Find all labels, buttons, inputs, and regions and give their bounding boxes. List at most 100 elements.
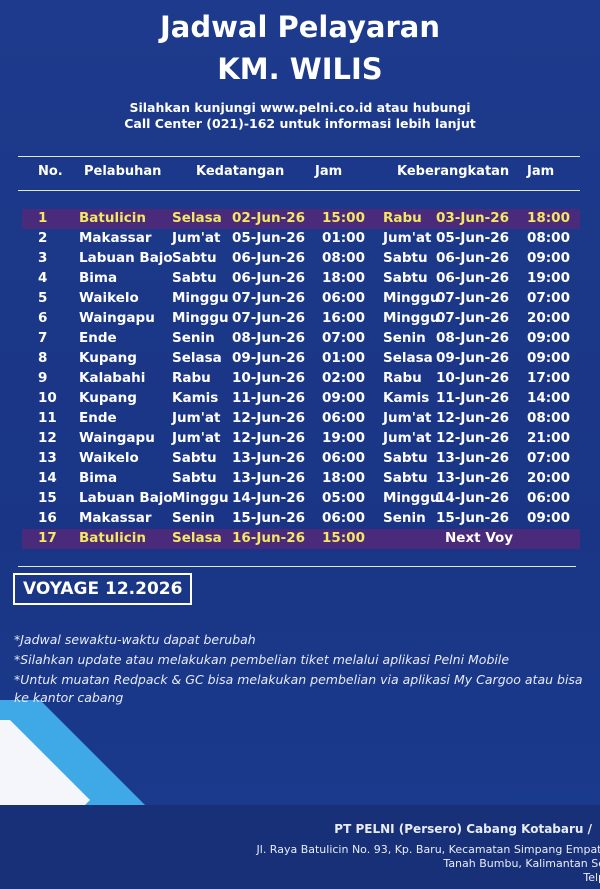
cell: 14-Jun-26 [436,490,510,506]
row-highlight [22,209,580,229]
cell: 8 [38,350,48,366]
cell: 07:00 [322,330,365,346]
cell: 7 [38,330,48,346]
cell: 1 [38,210,48,226]
column-header: Kedatangan [196,164,285,179]
rule [18,566,576,567]
cell: 08:00 [527,410,570,426]
cell: Selasa [172,530,222,546]
cell: Senin [383,330,426,346]
cell: 09:00 [527,250,570,266]
cell: 06:00 [322,410,365,426]
cell: 09-Jun-26 [232,350,306,366]
cell: 18:00 [322,470,365,486]
cell: Labuan Bajo [79,250,173,266]
cell: Rabu [383,370,422,386]
cell: Kamis [172,390,219,406]
cell: 05-Jun-26 [436,230,510,246]
cell: Minggu [172,310,229,326]
title: Jadwal Pelayaran [159,10,441,44]
cell: 12-Jun-26 [232,410,306,426]
cell: 07-Jun-26 [232,290,306,306]
column-header: Jam [527,164,555,179]
cell: Next Voy [445,530,514,546]
cell: 12 [38,430,57,446]
cell: 12-Jun-26 [232,430,306,446]
footer-line: Jl. Raya Batulicin No. 93, Kp. Baru, Kec… [256,843,600,856]
cell: 11 [38,410,57,426]
cell: 14-Jun-26 [232,490,306,506]
cell: Waikelo [79,290,139,306]
cell: Senin [172,330,215,346]
cell: Sabtu [383,270,428,286]
cell: Minggu [172,490,229,506]
cell: 14 [38,470,57,486]
cell: 10-Jun-26 [436,370,510,386]
cell: 9 [38,370,48,386]
cell: Makassar [79,510,152,526]
cell: Minggu [383,290,440,306]
cell: Sabtu [383,470,428,486]
cell: 3 [38,250,48,266]
cell: Bima [79,470,118,486]
cell: Kamis [383,390,430,406]
cell: Sabtu [172,450,217,466]
cell: Jum'at [383,430,432,446]
cell: Kalabahi [79,370,146,386]
cell: 19:00 [527,270,570,286]
cell: Kupang [79,350,137,366]
cell: 01:00 [322,350,365,366]
cell: 13-Jun-26 [436,450,510,466]
cell: 11-Jun-26 [436,390,510,406]
cell: Selasa [383,350,433,366]
cell: Sabtu [383,450,428,466]
cell: 15:00 [322,530,365,546]
cell: 05:00 [322,490,365,506]
cell: Selasa [172,350,222,366]
cell: 09:00 [527,510,570,526]
cell: 13-Jun-26 [232,450,306,466]
cell: 19:00 [322,430,365,446]
cell: 10-Jun-26 [232,370,306,386]
cell: Sabtu [172,250,217,266]
cell: 16 [38,510,57,526]
cell: Waingapu [79,430,155,446]
cell: Jum'at [172,410,221,426]
cell: 6 [38,310,48,326]
column-header: No. [38,164,63,179]
cell: 5 [38,290,48,306]
info-line: Silahkan kunjungi www.pelni.co.id atau h… [129,100,471,115]
cell: Jum'at [383,410,432,426]
cell: 15:00 [322,210,365,226]
cell: 17 [38,530,57,546]
cell: 18:00 [322,270,365,286]
cell: Rabu [172,370,211,386]
cell: 06:00 [322,510,365,526]
footer-line: Tanah Bumbu, Kalimantan Se [443,857,600,870]
footer-band [0,805,600,889]
cell: 4 [38,270,48,286]
cell: 06-Jun-26 [232,270,306,286]
cell: 20:00 [527,470,570,486]
cell: Waingapu [79,310,155,326]
footer-line: PT PELNI (Persero) Cabang Kotabaru / [334,822,592,836]
cell: 12-Jun-26 [436,430,510,446]
voyage: VOYAGE 12.2026 [13,573,193,605]
cell: 06:00 [322,290,365,306]
cell: Batulicin [79,530,146,546]
cell: 06-Jun-26 [232,250,306,266]
cell: Senin [383,510,426,526]
note: *Jadwal sewaktu-waktu dapat berubah [14,632,256,647]
cell: 01:00 [322,230,365,246]
cell: Minggu [383,490,440,506]
note: *Silahkan update atau melakukan pembelia… [14,652,510,667]
cell: 20:00 [527,310,570,326]
cell: Makassar [79,230,152,246]
cell: Waikelo [79,450,139,466]
rule [18,156,580,157]
cell: 07-Jun-26 [232,310,306,326]
cell: 07-Jun-26 [436,290,510,306]
cell: 2 [38,230,48,246]
cell: 09:00 [527,350,570,366]
